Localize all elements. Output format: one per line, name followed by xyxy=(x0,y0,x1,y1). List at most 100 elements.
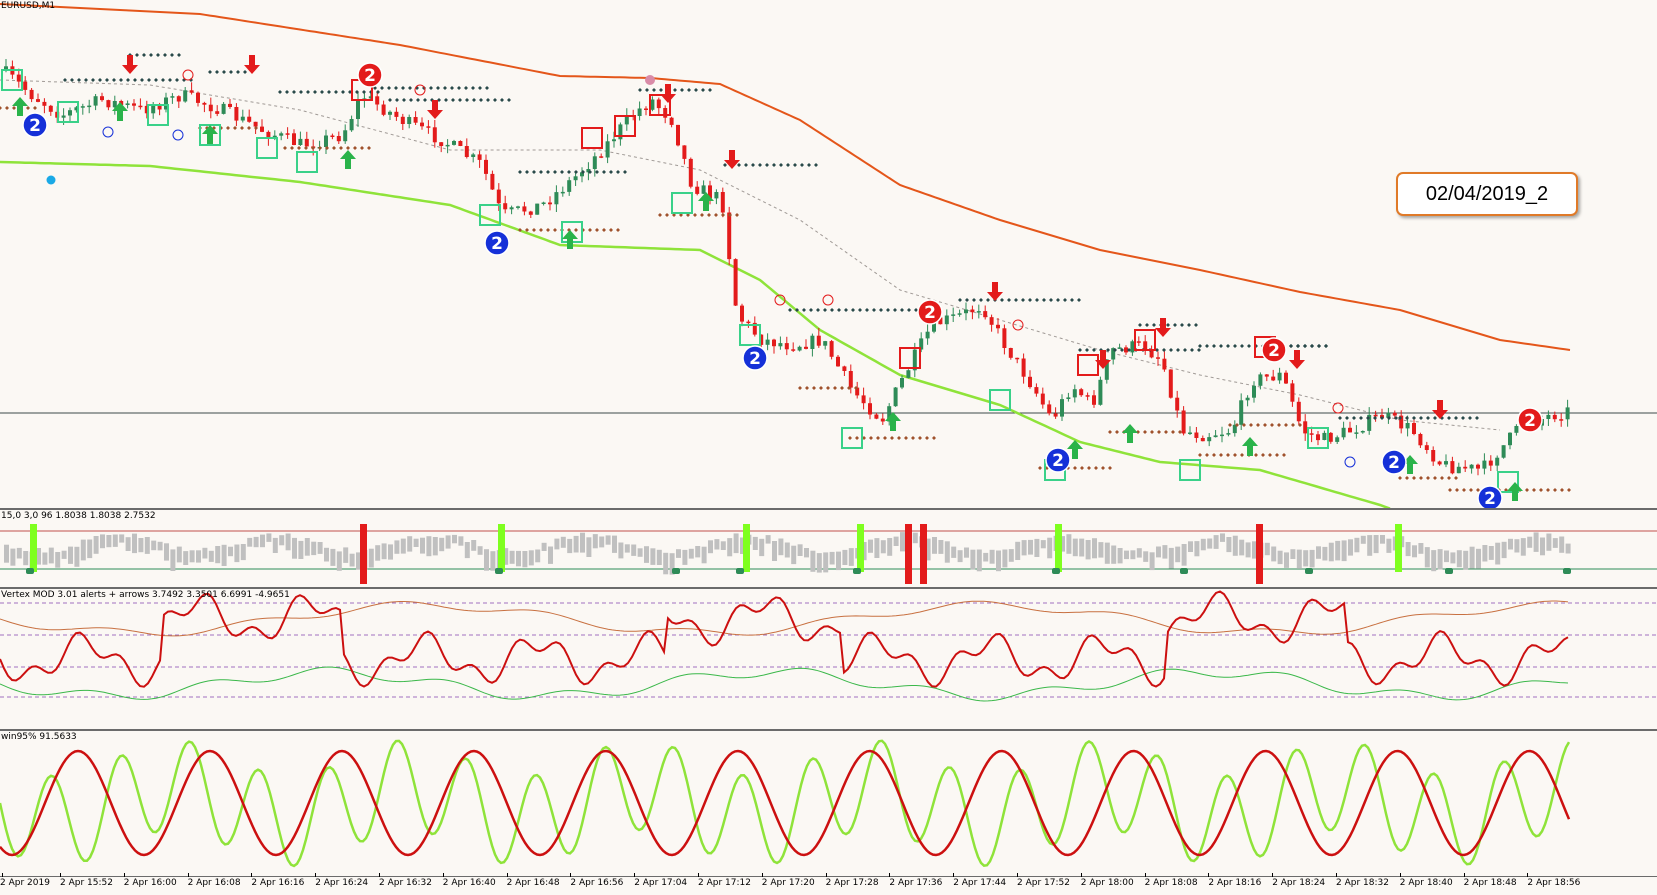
price-pane[interactable]: 2 2 2 2 2 2 2 2 2 2 EURUSD,M1 02/04/2019_2 xyxy=(0,0,1657,508)
resistance-dot xyxy=(830,308,834,312)
candle-body xyxy=(1303,421,1307,433)
candle-body xyxy=(81,106,85,108)
histogram-bar xyxy=(337,551,342,570)
sell-arrow-icon xyxy=(724,150,740,169)
histogram-bar xyxy=(87,540,92,559)
histogram-bar xyxy=(1361,536,1366,544)
resistance-dot xyxy=(436,86,440,90)
histogram-bar xyxy=(1220,533,1225,542)
smiley-icon xyxy=(173,130,183,140)
histogram-bar xyxy=(465,542,470,558)
signal-dot xyxy=(645,75,655,85)
buy-zone-square xyxy=(297,152,317,172)
histogram-bar xyxy=(586,537,591,557)
time-axis-tick xyxy=(634,873,635,877)
candle-body xyxy=(714,192,718,198)
candle-body xyxy=(151,106,155,113)
candle-body xyxy=(382,105,386,115)
support-dot xyxy=(360,146,364,150)
resistance-dot xyxy=(394,86,398,90)
histogram-bar xyxy=(676,549,681,558)
histogram-bar xyxy=(490,551,495,571)
candle-body xyxy=(247,117,251,122)
time-axis-tick xyxy=(1527,873,1528,877)
time-axis-label: 2 Apr 18:00 xyxy=(1081,878,1134,888)
candle-body xyxy=(490,174,494,190)
resistance-dot xyxy=(292,90,296,94)
histogram-bar xyxy=(1182,544,1187,566)
histogram-bar xyxy=(1450,552,1455,563)
candle-body xyxy=(862,395,866,403)
resistance-dot xyxy=(1190,348,1194,352)
histogram-bar xyxy=(1278,551,1283,564)
histogram-bar xyxy=(1495,543,1500,565)
candle-body xyxy=(727,213,731,260)
histogram-bar xyxy=(657,550,662,565)
resistance-dot xyxy=(765,163,769,167)
candle-body xyxy=(785,343,789,349)
candle-body xyxy=(958,313,962,315)
candle-body xyxy=(977,311,981,313)
resistance-dot xyxy=(1468,416,1472,420)
candle-body xyxy=(458,141,462,146)
smiley-icon xyxy=(1345,457,1355,467)
candle-body xyxy=(433,127,437,142)
candle-body xyxy=(1060,399,1064,417)
resistance-dot xyxy=(163,53,167,57)
histogram-bar xyxy=(1380,535,1385,544)
histogram-bar xyxy=(753,537,758,550)
candle-body xyxy=(234,107,238,121)
candle-body xyxy=(177,96,181,101)
resistance-dot xyxy=(1028,298,1032,302)
resistance-dot xyxy=(788,308,792,312)
vertex-indicator-pane[interactable]: Vertex MOD 3.01 alerts + arrows 3.7492 3… xyxy=(0,589,1657,729)
resistance-dot xyxy=(652,88,656,92)
candle-body xyxy=(606,141,610,157)
candle-body xyxy=(1431,450,1435,462)
support-dot xyxy=(1198,453,1202,457)
resistance-dot xyxy=(694,88,698,92)
candle-body xyxy=(1335,437,1339,442)
price-chart[interactable]: 2 2 2 2 2 2 2 2 2 2 xyxy=(0,0,1657,508)
resistance-dot xyxy=(1338,416,1342,420)
candle-body xyxy=(1374,415,1378,417)
support-dot xyxy=(1469,488,1473,492)
resistance-dot xyxy=(177,53,181,57)
histogram-bar xyxy=(951,547,956,558)
histogram-bar xyxy=(324,548,329,562)
support-dot xyxy=(1405,476,1409,480)
histogram-bar xyxy=(49,548,54,564)
histogram-bar xyxy=(100,534,105,548)
candle-body xyxy=(1118,347,1122,349)
resistance-dot xyxy=(299,90,303,94)
time-axis-label: 2 Apr 18:24 xyxy=(1272,878,1325,888)
resistance-dot xyxy=(532,170,536,174)
support-dot xyxy=(1212,453,1216,457)
support-dot xyxy=(665,213,669,217)
histogram-indicator-pane[interactable]: 15,0 3,0 96 1.8038 1.8038 2.7532 xyxy=(0,510,1657,587)
histogram-bar xyxy=(273,538,278,553)
support-dot xyxy=(1256,423,1260,427)
histogram-bar xyxy=(318,542,323,554)
resistance-dot xyxy=(133,78,137,82)
win95-indicator-pane[interactable]: win95% 91.5633 xyxy=(0,731,1657,876)
histogram-bar xyxy=(593,534,598,548)
support-dot xyxy=(1291,423,1295,427)
resistance-dot xyxy=(659,88,663,92)
resistance-dot xyxy=(680,88,684,92)
histogram-bar xyxy=(874,538,879,558)
support-dot xyxy=(1532,488,1536,492)
resistance-dot xyxy=(168,78,172,82)
histogram-bar xyxy=(343,547,348,563)
histogram-bar xyxy=(842,550,847,565)
histogram-bar xyxy=(4,545,9,563)
histogram-bar xyxy=(401,539,406,554)
candle-body xyxy=(190,90,194,92)
resistance-dot xyxy=(376,90,380,94)
time-axis-tick xyxy=(315,873,316,877)
candle-body xyxy=(874,415,878,419)
histogram-bar xyxy=(177,547,182,563)
support-dot xyxy=(1150,430,1154,434)
histogram-bar xyxy=(574,536,579,553)
